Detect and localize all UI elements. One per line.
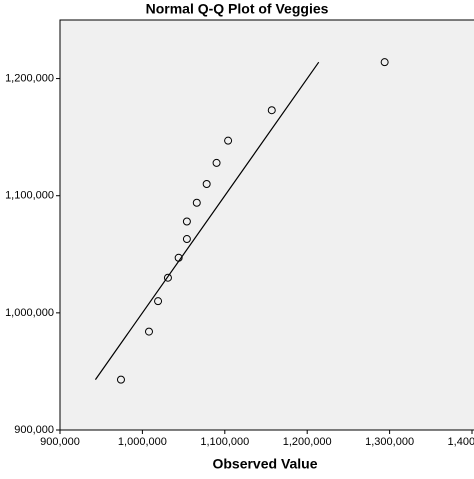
x-tick-label: 1,300,000: [365, 436, 414, 448]
x-tick-label: 900,000: [40, 436, 80, 448]
point: [212, 158, 221, 167]
x-axis-label: Observed Value: [212, 456, 317, 472]
chart-title: Normal Q-Q Plot of Veggies: [146, 1, 329, 17]
plot-area: [59, 19, 474, 431]
point: [182, 217, 191, 226]
point: [380, 58, 389, 67]
point: [192, 198, 201, 207]
point: [202, 180, 211, 188]
point: [144, 327, 153, 336]
point: [154, 297, 163, 306]
point: [182, 235, 191, 244]
x-tick-label: 1,100,000: [200, 436, 249, 448]
x-tick-label: 1,000,000: [118, 436, 167, 448]
y-tick-label: 1,000,000: [5, 307, 54, 319]
point: [116, 375, 125, 384]
y-tick-label: 1,100,000: [5, 190, 54, 202]
point: [174, 253, 183, 262]
point: [224, 136, 233, 145]
y-tick-label: 900,000: [14, 424, 54, 436]
point: [163, 273, 172, 282]
point: [267, 106, 276, 115]
reference-line: [94, 61, 320, 380]
y-tick-label: 1,200,000: [5, 72, 54, 84]
x-tick-label: 1,400,000: [448, 436, 474, 448]
x-tick-label: 1,200,000: [283, 436, 332, 448]
